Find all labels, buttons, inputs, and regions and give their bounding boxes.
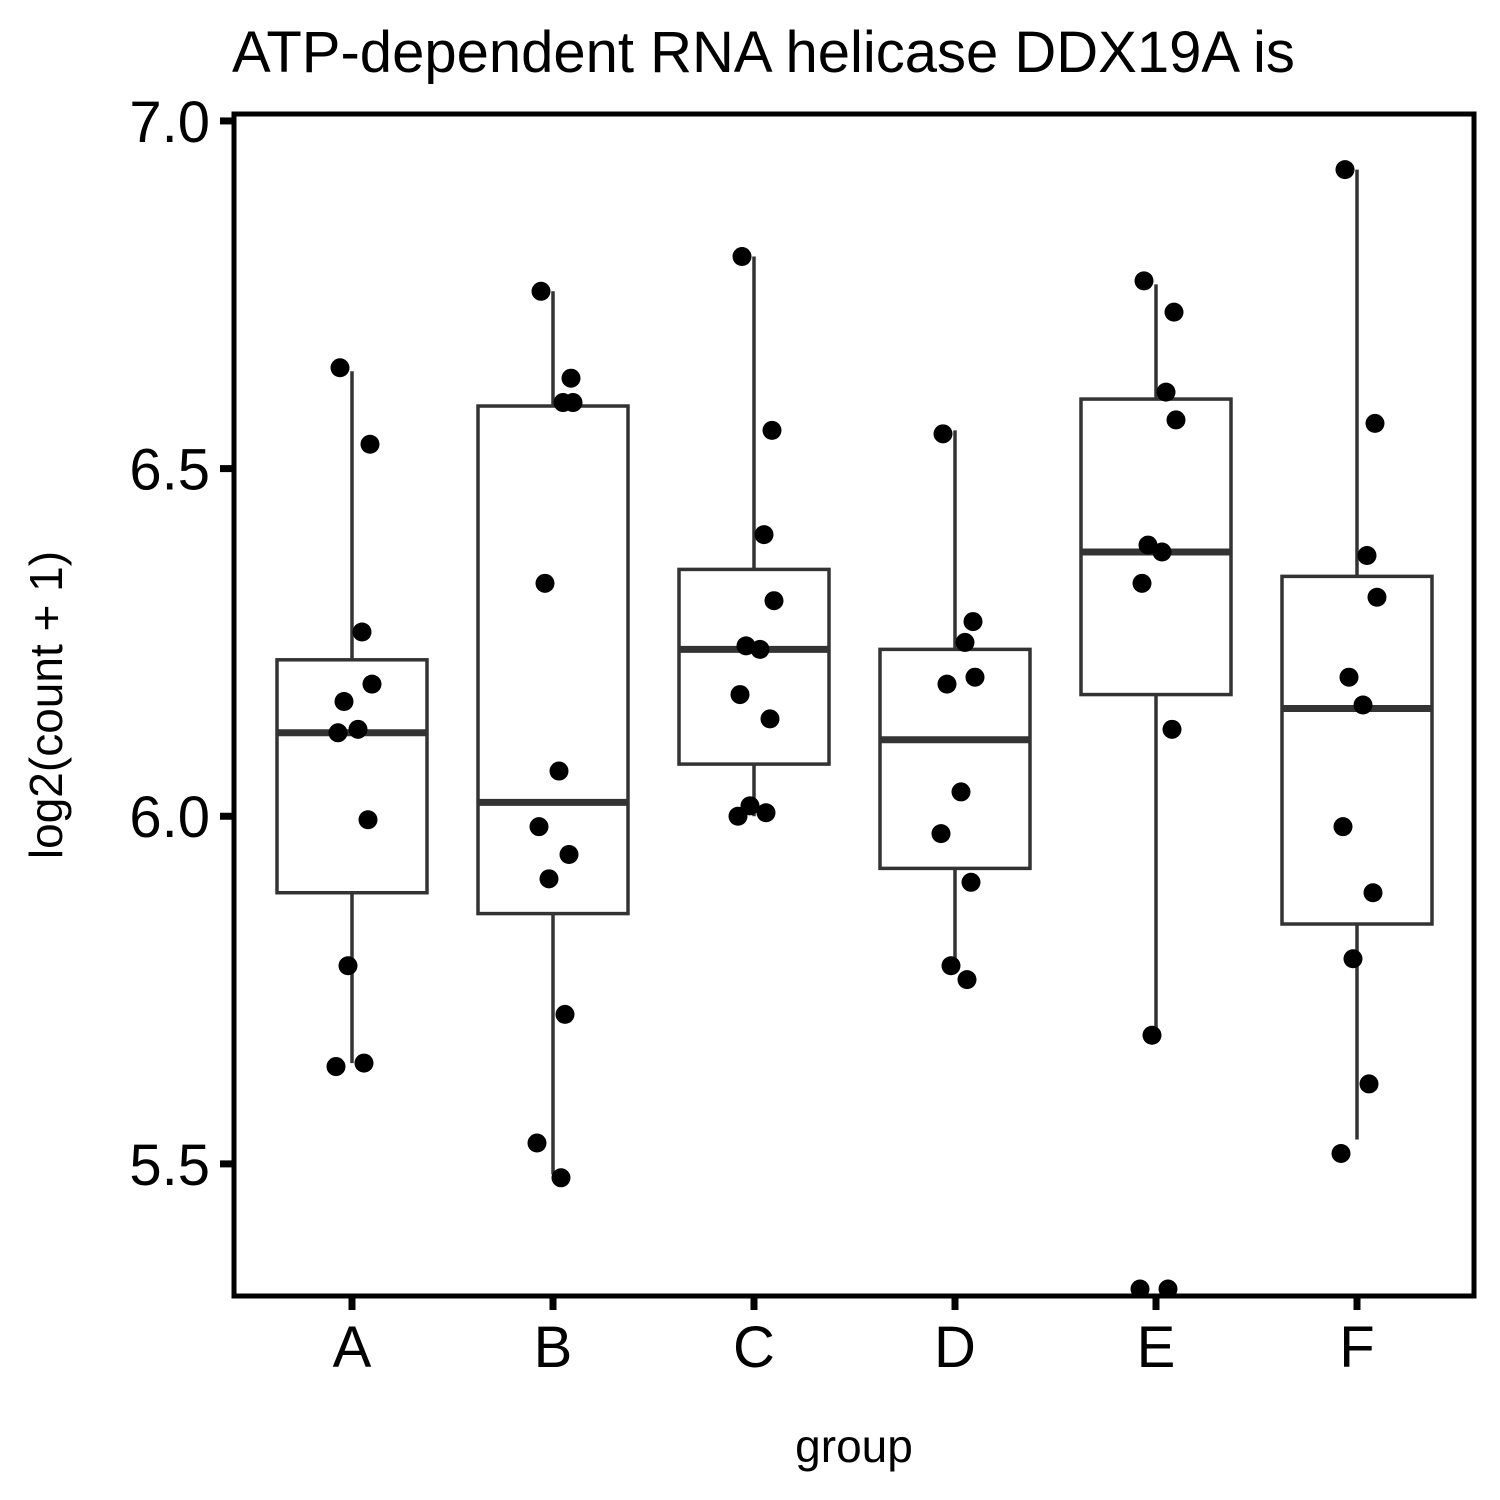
data-point xyxy=(961,872,981,892)
data-point xyxy=(756,803,776,823)
data-point xyxy=(358,810,378,830)
plot-area xyxy=(275,160,1434,1299)
chart-title: ATP-dependent RNA helicase DDX19A is xyxy=(232,20,1295,85)
x-tick-label: A xyxy=(333,1315,372,1380)
data-point xyxy=(754,525,774,545)
data-point xyxy=(360,434,380,454)
data-point xyxy=(1335,160,1355,180)
data-point xyxy=(957,970,977,990)
data-point xyxy=(764,591,784,611)
data-point xyxy=(326,1057,346,1077)
data-point xyxy=(1152,542,1172,562)
data-point xyxy=(951,782,971,802)
points-A xyxy=(326,358,382,1077)
data-point xyxy=(941,956,961,976)
data-point xyxy=(348,719,368,739)
data-point xyxy=(535,573,555,593)
data-point xyxy=(728,806,748,826)
box-iqr xyxy=(275,658,429,895)
data-point xyxy=(750,639,770,659)
data-point xyxy=(362,674,382,694)
data-point xyxy=(1134,271,1154,291)
data-point xyxy=(551,1168,571,1188)
data-point xyxy=(1156,382,1176,402)
data-point xyxy=(730,685,750,705)
y-axis-label: log2(count + 1) xyxy=(20,551,72,859)
data-point xyxy=(933,424,953,444)
box-C xyxy=(677,256,831,817)
data-point xyxy=(1166,410,1186,430)
data-point xyxy=(563,393,583,413)
data-point xyxy=(937,674,957,694)
box-iqr xyxy=(677,567,831,766)
x-tick-label: F xyxy=(1339,1315,1374,1380)
data-point xyxy=(539,869,559,889)
data-point xyxy=(760,709,780,729)
axes: 5.5 6.0 6.5 7.0 A B C D E F xyxy=(129,90,1374,1380)
data-point xyxy=(1339,667,1359,687)
data-point xyxy=(529,817,549,837)
data-point xyxy=(1359,1074,1379,1094)
data-point xyxy=(1343,949,1363,969)
data-point xyxy=(1365,413,1385,433)
data-point xyxy=(1353,695,1373,715)
panel-border xyxy=(231,111,1477,1299)
box-E xyxy=(1079,284,1233,1036)
box-iqr xyxy=(1280,574,1434,926)
data-point xyxy=(955,632,975,652)
data-point xyxy=(732,247,752,267)
data-point xyxy=(334,692,354,712)
data-point xyxy=(352,622,372,642)
data-point xyxy=(1164,302,1184,322)
data-point xyxy=(1142,1025,1162,1045)
data-point xyxy=(531,281,551,301)
data-point xyxy=(527,1133,547,1153)
data-point xyxy=(1138,535,1158,555)
x-tick-label: B xyxy=(534,1315,573,1380)
points-B xyxy=(527,281,583,1188)
data-point xyxy=(965,667,985,687)
data-point xyxy=(561,368,581,388)
data-point xyxy=(1367,587,1387,607)
box-F xyxy=(1280,169,1434,1140)
data-point xyxy=(1132,573,1152,593)
y-tick-label: 7.0 xyxy=(129,90,210,155)
box-iqr xyxy=(476,404,630,916)
x-tick-label: C xyxy=(733,1315,775,1380)
data-point xyxy=(354,1053,374,1073)
data-point xyxy=(549,761,569,781)
y-tick-label: 6.5 xyxy=(129,438,210,503)
data-point xyxy=(963,612,983,632)
box-D xyxy=(878,430,1032,973)
data-point xyxy=(762,420,782,440)
data-point xyxy=(1357,546,1377,566)
y-tick-label: 6.0 xyxy=(129,785,210,850)
data-point xyxy=(338,956,358,976)
points-F xyxy=(1331,160,1387,1163)
data-point xyxy=(1162,719,1182,739)
data-point xyxy=(1333,817,1353,837)
y-tick-label: 5.5 xyxy=(129,1133,210,1198)
data-point xyxy=(559,844,579,864)
x-tick-label: D xyxy=(934,1315,976,1380)
data-point xyxy=(328,723,348,743)
x-tick-label: E xyxy=(1137,1315,1176,1380)
x-axis-label: group xyxy=(795,1420,913,1472)
points-C xyxy=(728,247,784,826)
data-point xyxy=(330,358,350,378)
data-point xyxy=(1363,883,1383,903)
data-point xyxy=(555,1004,575,1024)
data-point xyxy=(931,824,951,844)
box-B xyxy=(476,291,630,1175)
points-D xyxy=(931,424,985,990)
data-point xyxy=(1331,1143,1351,1163)
